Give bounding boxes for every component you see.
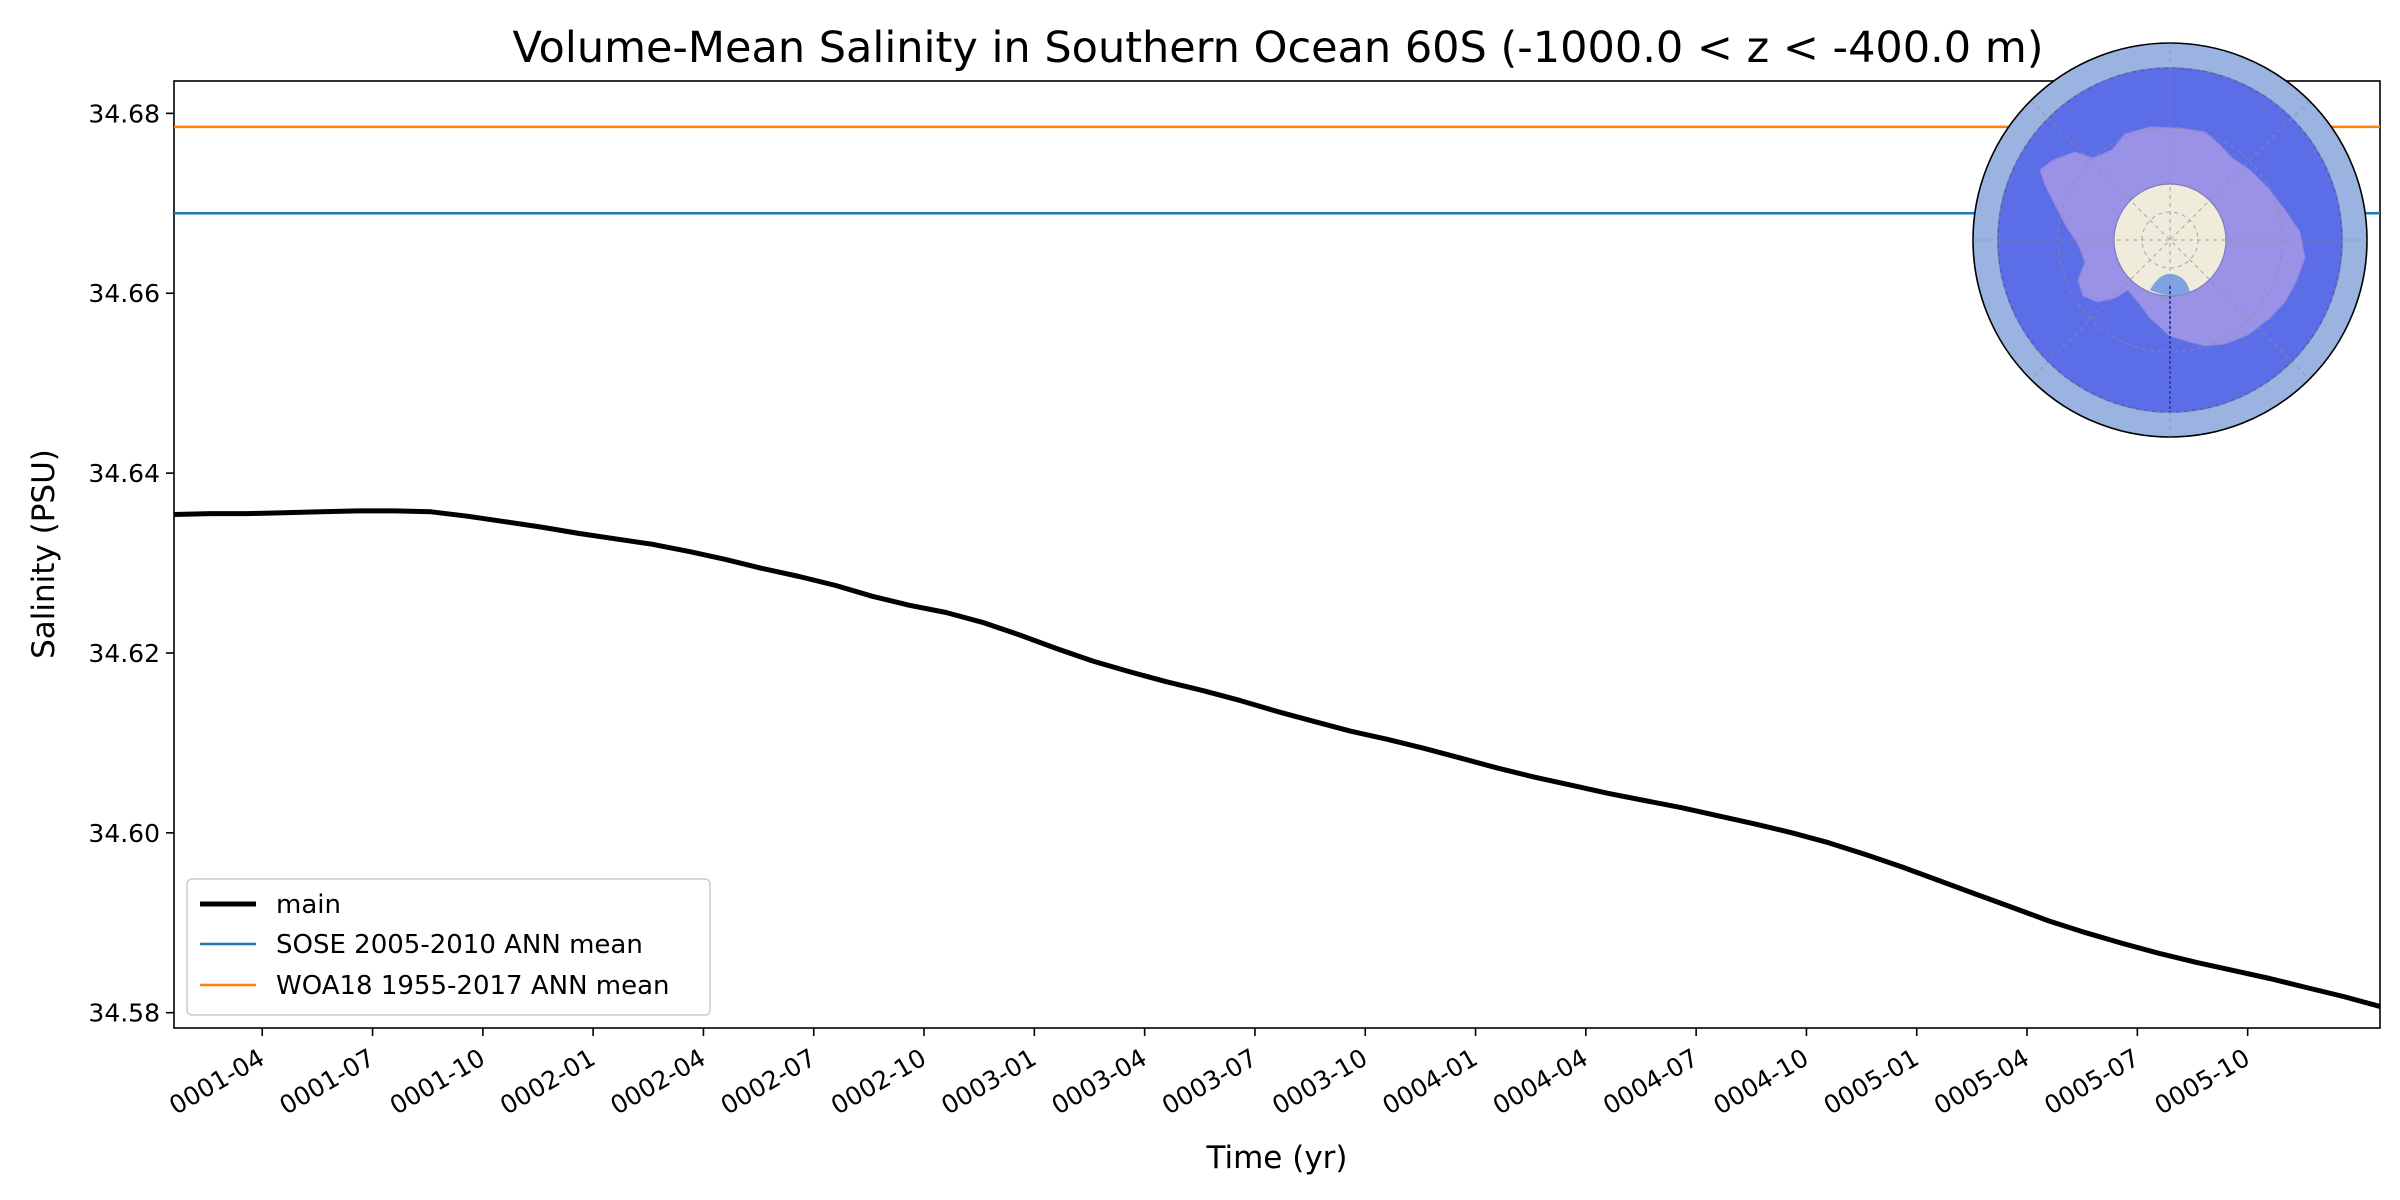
inset-polar-map [1972, 42, 2368, 438]
x-tick-label: 0003-04 [1047, 1043, 1152, 1120]
x-tick-label: 0005-04 [1929, 1043, 2034, 1120]
x-tick-label: 0005-01 [1819, 1043, 1924, 1120]
x-tick-label: 0003-07 [1157, 1043, 1262, 1120]
x-tick-label: 0001-07 [275, 1043, 380, 1120]
x-tick-label: 0004-07 [1598, 1043, 1703, 1120]
x-tick-label: 0002-01 [495, 1043, 600, 1120]
x-tick-label: 0001-04 [164, 1043, 269, 1120]
legend: main SOSE 2005-2010 ANN mean WOA18 1955-… [186, 878, 711, 1016]
legend-label-main: main [276, 890, 341, 920]
y-tick-label: 34.68 [88, 99, 160, 128]
y-tick-label: 34.60 [88, 819, 160, 848]
x-tick-label: 0005-07 [2039, 1043, 2144, 1120]
y-axis-label: Salinity (PSU) [26, 449, 62, 659]
y-tick-label: 34.64 [88, 459, 160, 488]
y-axis: 34.58 34.60 34.62 34.64 34.66 34.68 [88, 99, 174, 1028]
y-tick-label: 34.66 [88, 279, 160, 308]
legend-label-woa: WOA18 1955-2017 ANN mean [276, 971, 670, 1001]
y-tick-label: 34.62 [88, 639, 160, 668]
chart-title: Volume-Mean Salinity in Southern Ocean 6… [512, 23, 2043, 73]
plot-frame [173, 80, 2381, 1029]
x-axis: 0001-04 0001-07 0001-10 0002-01 0002-04 0002-… [164, 1028, 2255, 1120]
x-tick-label: 0002-04 [605, 1043, 710, 1120]
legend-box [186, 878, 711, 1016]
x-tick-label: 0002-07 [716, 1043, 821, 1120]
x-tick-label: 0004-01 [1378, 1043, 1483, 1120]
x-tick-label: 0003-01 [936, 1043, 1041, 1120]
x-tick-label: 0005-10 [2150, 1043, 2255, 1120]
y-tick-label: 34.58 [88, 999, 160, 1028]
x-tick-label: 0003-10 [1267, 1043, 1372, 1120]
x-tick-label: 0001-10 [385, 1043, 490, 1120]
x-tick-label: 0004-10 [1708, 1043, 1813, 1120]
x-tick-label: 0004-04 [1488, 1043, 1593, 1120]
x-tick-label: 0002-10 [826, 1043, 931, 1120]
legend-label-sose: SOSE 2005-2010 ANN mean [276, 930, 643, 960]
series-line-main [173, 508, 2381, 1009]
x-axis-label: Time (yr) [1206, 1140, 1348, 1176]
